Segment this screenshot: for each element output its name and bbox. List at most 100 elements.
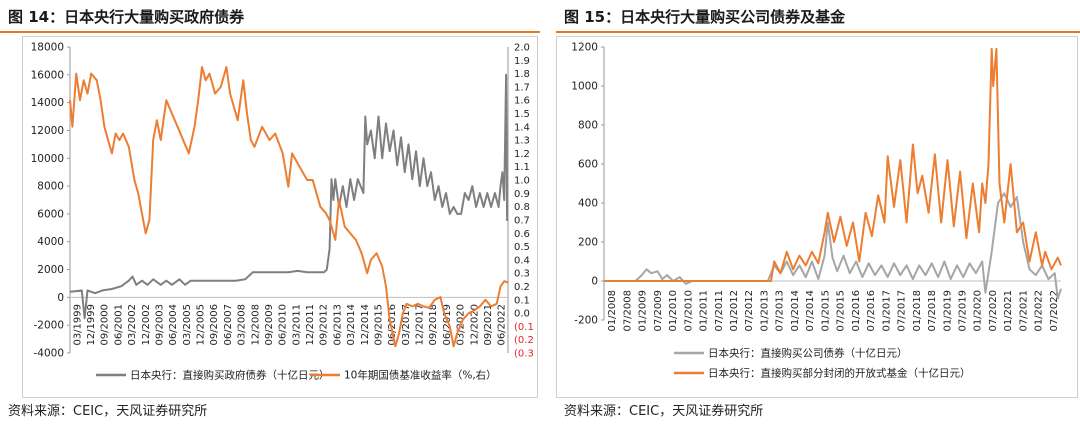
y2-tick-label: 0.9: [514, 189, 530, 200]
series-line: [604, 192, 1062, 300]
y-tick-label: -2000: [33, 320, 64, 332]
x-tick-label: 12/2017: [415, 304, 426, 346]
chart-panel-14: 图 14：日本央行大量购买政府债券 18000 16000 14000 12000 10…: [0, 8, 540, 419]
x-tick-label: 03/2005: [182, 304, 193, 346]
x-tick-label: 01/2012: [729, 290, 740, 332]
x-tick-label: 07/2018: [927, 290, 938, 332]
x-tick-label: 06/2007: [223, 304, 234, 346]
y2-tick-label: 1.7: [514, 82, 530, 93]
y2-tick-label: 2.0: [514, 43, 530, 54]
x-tick-label: 01/2022: [1034, 290, 1045, 332]
y-tick-label: -4000: [33, 348, 64, 360]
x-tick-label: 01/2010: [668, 290, 679, 332]
legend-label: 日本央行：直接购买政府债券（十亿日元）: [130, 369, 330, 382]
x-tick-label: 07/2021: [1018, 290, 1029, 332]
title-rule: [556, 31, 1080, 33]
x-tick-label: 01/2015: [820, 290, 831, 332]
x-tick-label: 07/2013: [775, 290, 786, 332]
chart-title: 图 15：日本央行大量购买公司债券及基金: [564, 8, 846, 26]
series-line: [69, 73, 509, 320]
x-tick-label: 03/2008: [237, 304, 248, 346]
y-tick-label: 1200: [571, 42, 598, 54]
x-tick-label: 07/2016: [866, 290, 877, 332]
x-tick-label: 03/2017: [401, 304, 412, 346]
x-tick-label: 06/2022: [497, 304, 508, 346]
x-tick-label: 01/2020: [973, 290, 984, 332]
y2-tick-label: 1.3: [514, 136, 530, 147]
y2-tick-label: 1.2: [514, 149, 530, 160]
x-tick-label: 12/2008: [250, 304, 261, 346]
title-rule: [0, 31, 540, 33]
y2-tick-label: 0.6: [514, 229, 530, 240]
y-tick-label: 8000: [37, 181, 64, 193]
chart-svg-15: 1200 1000 800 600 400 200 0 -200 01/2008 07/2008 0…: [571, 42, 1062, 380]
y-tick-label: 600: [578, 159, 598, 171]
y2-tick-label: 0.2: [514, 282, 530, 293]
x-tick-label: 09/2003: [154, 304, 165, 346]
y2-tick-label: 0.3: [514, 269, 530, 280]
x-tick-label: 07/2015: [836, 290, 847, 332]
source-note: 资料来源：CEIC，天风证券研究所: [8, 404, 208, 419]
x-tick-label: 07/2019: [957, 290, 968, 332]
x-tick-label: 12/2014: [360, 304, 371, 346]
y-tick-label: 2000: [37, 264, 64, 276]
x-tick-label: 07/2009: [653, 290, 664, 332]
chart-frame: [556, 36, 1078, 398]
x-tick-label: 01/2021: [1003, 290, 1014, 332]
x-tick-label: 07/2020: [988, 290, 999, 332]
x-tick-label: 07/2022: [1049, 290, 1060, 332]
legend-label: 10年期国债基准收益率（%,右）: [344, 369, 497, 382]
x-tick-label: 06/2004: [168, 304, 179, 346]
y-tick-label: 12000: [31, 125, 64, 137]
x-tick-label: 09/2006: [209, 304, 220, 346]
x-tick-label: 12/2011: [305, 304, 316, 346]
x-tick-label: 01/2008: [607, 290, 618, 332]
y-tick-label: 14000: [31, 97, 64, 109]
x-tick-label: 01/2009: [638, 290, 649, 332]
y2-tick-label: 1.9: [514, 56, 530, 67]
y-tick-label: 10000: [31, 153, 64, 165]
x-tick-label: 06/2013: [332, 304, 343, 346]
x-tick-label: 12/2002: [141, 304, 152, 346]
y2-tick-label: 1.5: [514, 109, 530, 120]
y2-tick-label: 0.5: [514, 242, 530, 253]
chart-panel-15: 图 15：日本央行大量购买公司债券及基金 1200 1000 800 600 400 20…: [556, 0, 1080, 426]
x-tick-label: 09/2012: [319, 304, 330, 346]
x-tick-label: 09/2000: [100, 304, 111, 346]
x-tick-label: 07/2014: [805, 290, 816, 332]
x-tick-label: 07/2008: [622, 290, 633, 332]
y2-tick-label: 1.8: [514, 69, 530, 80]
legend-label: 日本央行：直接购买部分封闭的开放式基金（十亿日元）: [708, 367, 971, 380]
y-tick-label: 400: [578, 198, 598, 210]
y2-tick-label: 0.8: [514, 202, 530, 213]
chart-frame: [22, 36, 538, 398]
x-tick-label: 03/2002: [127, 304, 138, 346]
x-tick-label: 12/1999: [86, 304, 97, 346]
y-tick-label: 18000: [31, 42, 64, 54]
y2-tick-label: 0.1: [514, 295, 530, 306]
y-tick-label: 16000: [31, 69, 64, 81]
y2-tick-label: 0.7: [514, 215, 530, 226]
series-line: [604, 47, 1062, 282]
x-tick-label: 07/2010: [683, 290, 694, 332]
x-tick-label: 07/2011: [714, 290, 725, 332]
y2-tick-label: 1.4: [514, 122, 530, 133]
x-tick-label: 12/2005: [196, 304, 207, 346]
x-tick-label: 06/2019: [442, 304, 453, 346]
y-tick-label: -200: [574, 315, 598, 327]
x-tick-label: 09/2015: [373, 304, 384, 346]
y2-tick-label: (0.1: [514, 322, 534, 333]
y-tick-label: 800: [578, 120, 598, 132]
y2-tick-label: 1.1: [514, 162, 530, 173]
legend-label: 日本央行：直接购买公司债券（十亿日元）: [708, 347, 908, 360]
chart-title: 图 14：日本央行大量购买政府债券: [8, 8, 245, 26]
chart-svg-14: 18000 16000 14000 12000 10000 8000 6000 4000 200…: [31, 42, 534, 382]
x-tick-label: 03/2014: [346, 304, 357, 346]
x-tick-label: 09/2021: [483, 304, 494, 346]
x-tick-label: 01/2018: [912, 290, 923, 332]
x-tick-label: 01/2013: [759, 290, 770, 332]
x-tick-label: 03/2011: [291, 304, 302, 346]
y-tick-label: 4000: [37, 236, 64, 248]
y2-tick-label: 0.0: [514, 309, 530, 320]
x-tick-label: 09/2018: [428, 304, 439, 346]
